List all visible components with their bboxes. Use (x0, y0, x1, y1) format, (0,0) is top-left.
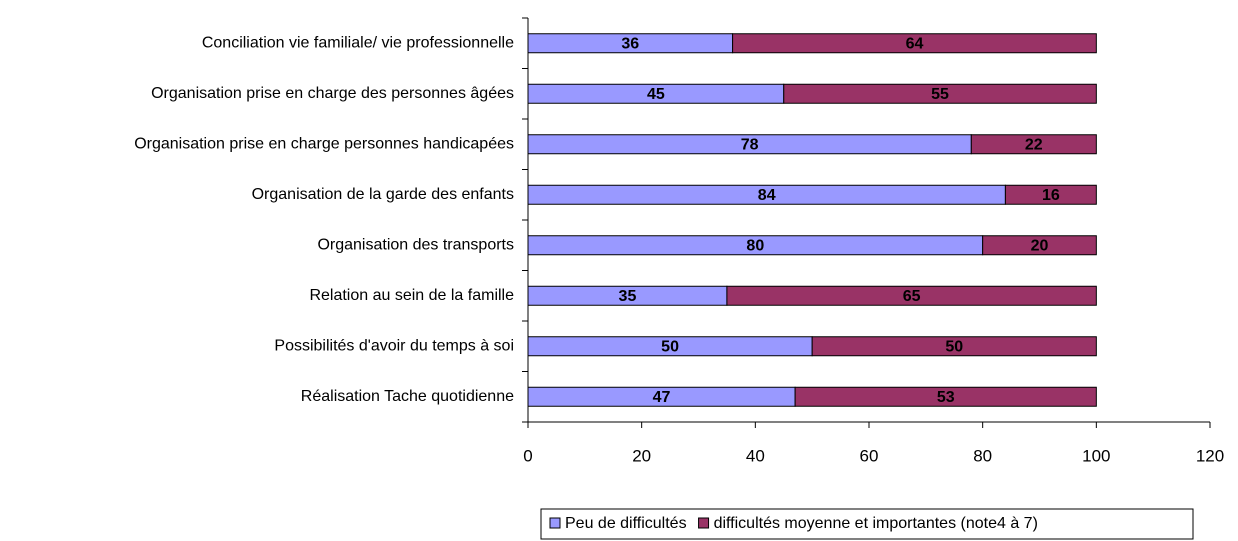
bar-segment (970, 134, 1097, 155)
category-label: Conciliation vie familiale/ vie professi… (202, 34, 514, 51)
category-label: Relation au sein de la famille (309, 287, 514, 304)
value-label: 47 (653, 389, 671, 406)
value-label: 84 (758, 187, 776, 204)
value-label: 22 (1025, 136, 1043, 153)
legend-box (540, 508, 1194, 540)
value-label: 80 (746, 237, 764, 254)
value-label: 50 (661, 338, 679, 355)
x-tick-label: 20 (632, 446, 651, 465)
x-tick-label: 120 (1196, 446, 1224, 465)
value-label: 50 (945, 338, 963, 355)
value-label: 35 (619, 288, 637, 305)
x-tick-label: 0 (523, 446, 532, 465)
bar-segment (732, 33, 1097, 54)
x-tick-label: 60 (860, 446, 879, 465)
bar-segment (1004, 184, 1097, 205)
value-label: 53 (937, 389, 955, 406)
value-label: 55 (931, 86, 949, 103)
x-tick-label: 40 (746, 446, 765, 465)
bar-segment (794, 386, 1097, 407)
category-label: Organisation des transports (317, 236, 514, 253)
category-label: Organisation prise en charge personnes h… (134, 135, 514, 152)
bar-segment (726, 285, 1097, 306)
value-label: 16 (1042, 187, 1060, 204)
bar-segment (811, 336, 1097, 357)
value-label: 20 (1031, 237, 1049, 254)
legend-label: Peu de difficultés (565, 515, 687, 532)
bar-segment (982, 235, 1097, 256)
value-label: 45 (647, 86, 665, 103)
x-tick-label: 80 (973, 446, 992, 465)
legend-swatch (549, 517, 561, 529)
legend-label: difficultés moyenne et importantes (note… (714, 515, 1038, 532)
category-label: Organisation de la garde des enfants (252, 186, 514, 203)
category-label: Organisation prise en charge des personn… (151, 85, 514, 102)
bar-segment (783, 83, 1097, 104)
x-tick-label: 100 (1082, 446, 1110, 465)
category-label: Possibilités d'avoir du temps à soi (274, 337, 514, 354)
category-label: Réalisation Tache quotidienne (301, 388, 514, 405)
value-label: 36 (621, 35, 639, 52)
value-label: 78 (741, 136, 759, 153)
value-label: 65 (903, 288, 921, 305)
value-label: 64 (906, 35, 924, 52)
legend-swatch (698, 517, 710, 529)
